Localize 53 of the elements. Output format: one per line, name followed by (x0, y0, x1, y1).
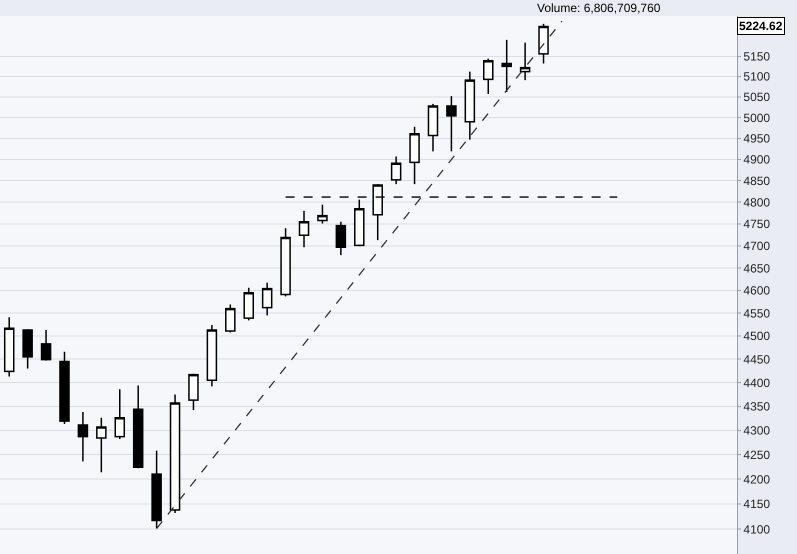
y-tick-label: 5050 (743, 90, 770, 104)
candlestick (151, 450, 162, 530)
y-tick-label: 4300 (743, 424, 770, 438)
y-tick-label: 4250 (743, 448, 770, 462)
candlestick (170, 394, 180, 514)
y-tick-label: 5100 (743, 70, 770, 84)
candlestick (483, 58, 494, 95)
y-tick-label: 4150 (743, 497, 770, 512)
candlestick (96, 417, 107, 473)
y-tick-label: 5150 (743, 49, 770, 64)
candlestick (354, 198, 365, 248)
candlestick (336, 220, 346, 256)
candlestick (225, 304, 236, 334)
candlestick (446, 95, 457, 152)
y-tick-label: 4100 (743, 522, 770, 536)
y-tick-label: 4550 (743, 306, 770, 320)
y-tick-label: 5000 (743, 110, 770, 125)
y-tick-label: 4600 (743, 284, 770, 298)
y-tick-label: 4350 (743, 400, 770, 414)
text: 5224.62 (739, 19, 783, 33)
candlestick (501, 39, 512, 93)
y-tick-label: 4450 (743, 352, 770, 366)
candlestick (206, 324, 218, 388)
candlestick (188, 372, 199, 411)
candlestick (132, 384, 144, 470)
candlestick (22, 328, 33, 370)
y-tick-label: 4900 (743, 152, 770, 167)
candlestick (114, 388, 126, 440)
y-tick-label: 4700 (743, 239, 770, 254)
y-tick-label: 4650 (743, 261, 770, 276)
y-tick-label: 4500 (743, 329, 770, 344)
candlestick (464, 70, 476, 140)
text: Volume: 6,806,709,760 (537, 1, 661, 15)
candlestick (520, 42, 530, 81)
candlestick (243, 287, 254, 322)
y-tick-label: 4850 (743, 174, 770, 188)
candlestick (538, 23, 549, 64)
candlestick (317, 204, 328, 224)
y-tick-label: 4950 (743, 132, 770, 146)
candlestick (4, 316, 14, 378)
candlestick (280, 228, 291, 298)
y-tick-label: 4750 (743, 217, 770, 232)
candlestick (59, 351, 70, 425)
candlestick (78, 411, 88, 462)
candlestick (390, 156, 402, 185)
candlestick (40, 329, 52, 362)
candlestick (428, 103, 438, 152)
candlestick (409, 126, 420, 185)
y-tick-label: 4200 (743, 472, 770, 486)
y-tick-label: 4400 (743, 376, 770, 390)
candlestick (262, 282, 272, 316)
candlestick (298, 210, 310, 248)
y-tick-label: 4800 (743, 195, 770, 210)
